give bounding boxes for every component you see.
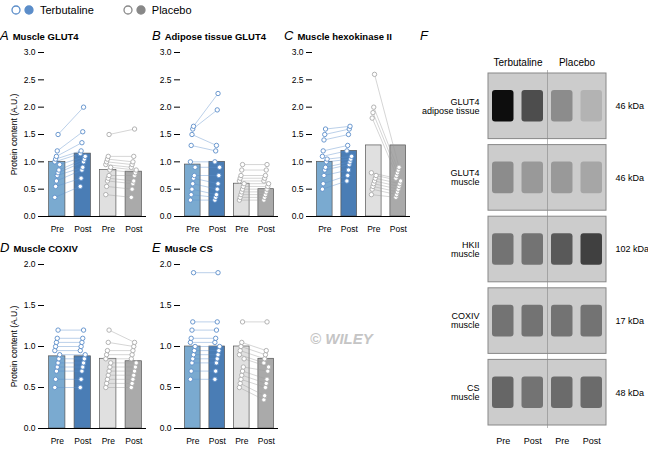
svg-text:Pre: Pre [186,224,200,234]
svg-text:Post: Post [125,436,143,446]
svg-text:Post: Post [390,224,408,234]
svg-text:2.0: 2.0 [292,102,304,112]
svg-text:Post: Post [74,436,92,446]
svg-text:0.0: 0.0 [292,211,304,221]
svg-text:0.5: 0.5 [160,184,172,194]
svg-text:1.0: 1.0 [292,157,304,167]
svg-text:46 kDa: 46 kDa [616,101,645,111]
svg-text:2.5: 2.5 [292,75,304,85]
svg-text:Post: Post [583,436,602,446]
svg-text:2.5: 2.5 [24,75,36,85]
svg-text:Pre: Pre [235,436,249,446]
svg-text:3.0: 3.0 [24,47,36,57]
html-text:D Muscle COXIV: D Muscle COXIV [0,240,78,255]
svg-text:0.0: 0.0 [24,211,36,221]
svg-text:Pre: Pre [51,436,65,446]
svg-text:0.0: 0.0 [24,423,36,433]
svg-text:Pre: Pre [51,224,65,234]
svg-text:17 kDa: 17 kDa [616,316,645,326]
svg-text:0.5: 0.5 [292,184,304,194]
svg-text:Post: Post [341,224,359,234]
html-text:A Muscle GLUT4: A Muscle GLUT4 [0,28,79,43]
svg-text:Post: Post [209,224,227,234]
html-text:F: F [420,28,428,43]
svg-text:102 kDa: 102 kDa [616,244,649,254]
svg-text:2.0: 2.0 [24,259,36,269]
svg-text:0.0: 0.0 [160,423,172,433]
svg-text:3.0: 3.0 [292,47,304,57]
svg-text:1.5: 1.5 [160,129,172,139]
svg-text:Post: Post [258,224,276,234]
svg-text:GLUT4muscle: GLUT4muscle [450,168,479,187]
html-text:Placebo: Placebo [151,4,192,16]
svg-text:Pre: Pre [186,436,200,446]
svg-text:Pre: Pre [102,436,116,446]
svg-text:1.0: 1.0 [24,157,36,167]
svg-text:1.0: 1.0 [160,157,172,167]
html-text:Terbutaline: Terbutaline [40,4,94,16]
svg-text:0.0: 0.0 [160,211,172,221]
svg-text:Terbutaline: Terbutaline [494,57,543,68]
svg-text:0.5: 0.5 [24,382,36,392]
svg-text:Protein content (A.U.): Protein content (A.U.) [9,305,19,387]
html-text:B Adipose tissue GLUT4: B Adipose tissue GLUT4 [152,28,266,43]
svg-text:3.0: 3.0 [160,47,172,57]
svg-text:1.5: 1.5 [24,129,36,139]
svg-text:GLUT4adipose tissue: GLUT4adipose tissue [422,97,480,116]
svg-text:1.5: 1.5 [24,300,36,310]
svg-text:2.0: 2.0 [160,259,172,269]
html-text:E Muscle CS: E Muscle CS [152,240,213,255]
svg-text:Pre: Pre [235,224,249,234]
svg-text:Pre: Pre [496,436,510,446]
svg-text:Placebo: Placebo [559,57,596,68]
svg-text:0.5: 0.5 [24,184,36,194]
svg-text:1.5: 1.5 [160,300,172,310]
svg-text:1.0: 1.0 [24,341,36,351]
html-text:© WILEY: © WILEY [310,330,373,347]
svg-text:Post: Post [258,436,276,446]
svg-text:1.5: 1.5 [292,129,304,139]
html-text:C Muscle hexokinase II: C Muscle hexokinase II [284,28,392,43]
svg-text:COXIVmuscle: COXIVmuscle [451,311,480,330]
svg-text:HKIImuscle: HKIImuscle [451,240,480,259]
svg-text:0.5: 0.5 [160,382,172,392]
svg-text:46 kDa: 46 kDa [616,173,645,183]
svg-text:2.0: 2.0 [160,102,172,112]
svg-text:CSmuscle: CSmuscle [451,383,480,402]
svg-text:Pre: Pre [318,224,332,234]
svg-text:Pre: Pre [555,436,569,446]
svg-text:Protein content (A.U.): Protein content (A.U.) [9,93,19,175]
svg-text:Post: Post [74,224,92,234]
svg-text:2.0: 2.0 [24,102,36,112]
svg-text:1.0: 1.0 [160,341,172,351]
svg-text:2.5: 2.5 [160,75,172,85]
svg-text:Pre: Pre [367,224,381,234]
svg-text:Pre: Pre [102,224,116,234]
svg-text:48 kDa: 48 kDa [616,388,645,398]
svg-text:Post: Post [524,436,543,446]
svg-text:Post: Post [209,436,227,446]
svg-text:Post: Post [125,224,143,234]
